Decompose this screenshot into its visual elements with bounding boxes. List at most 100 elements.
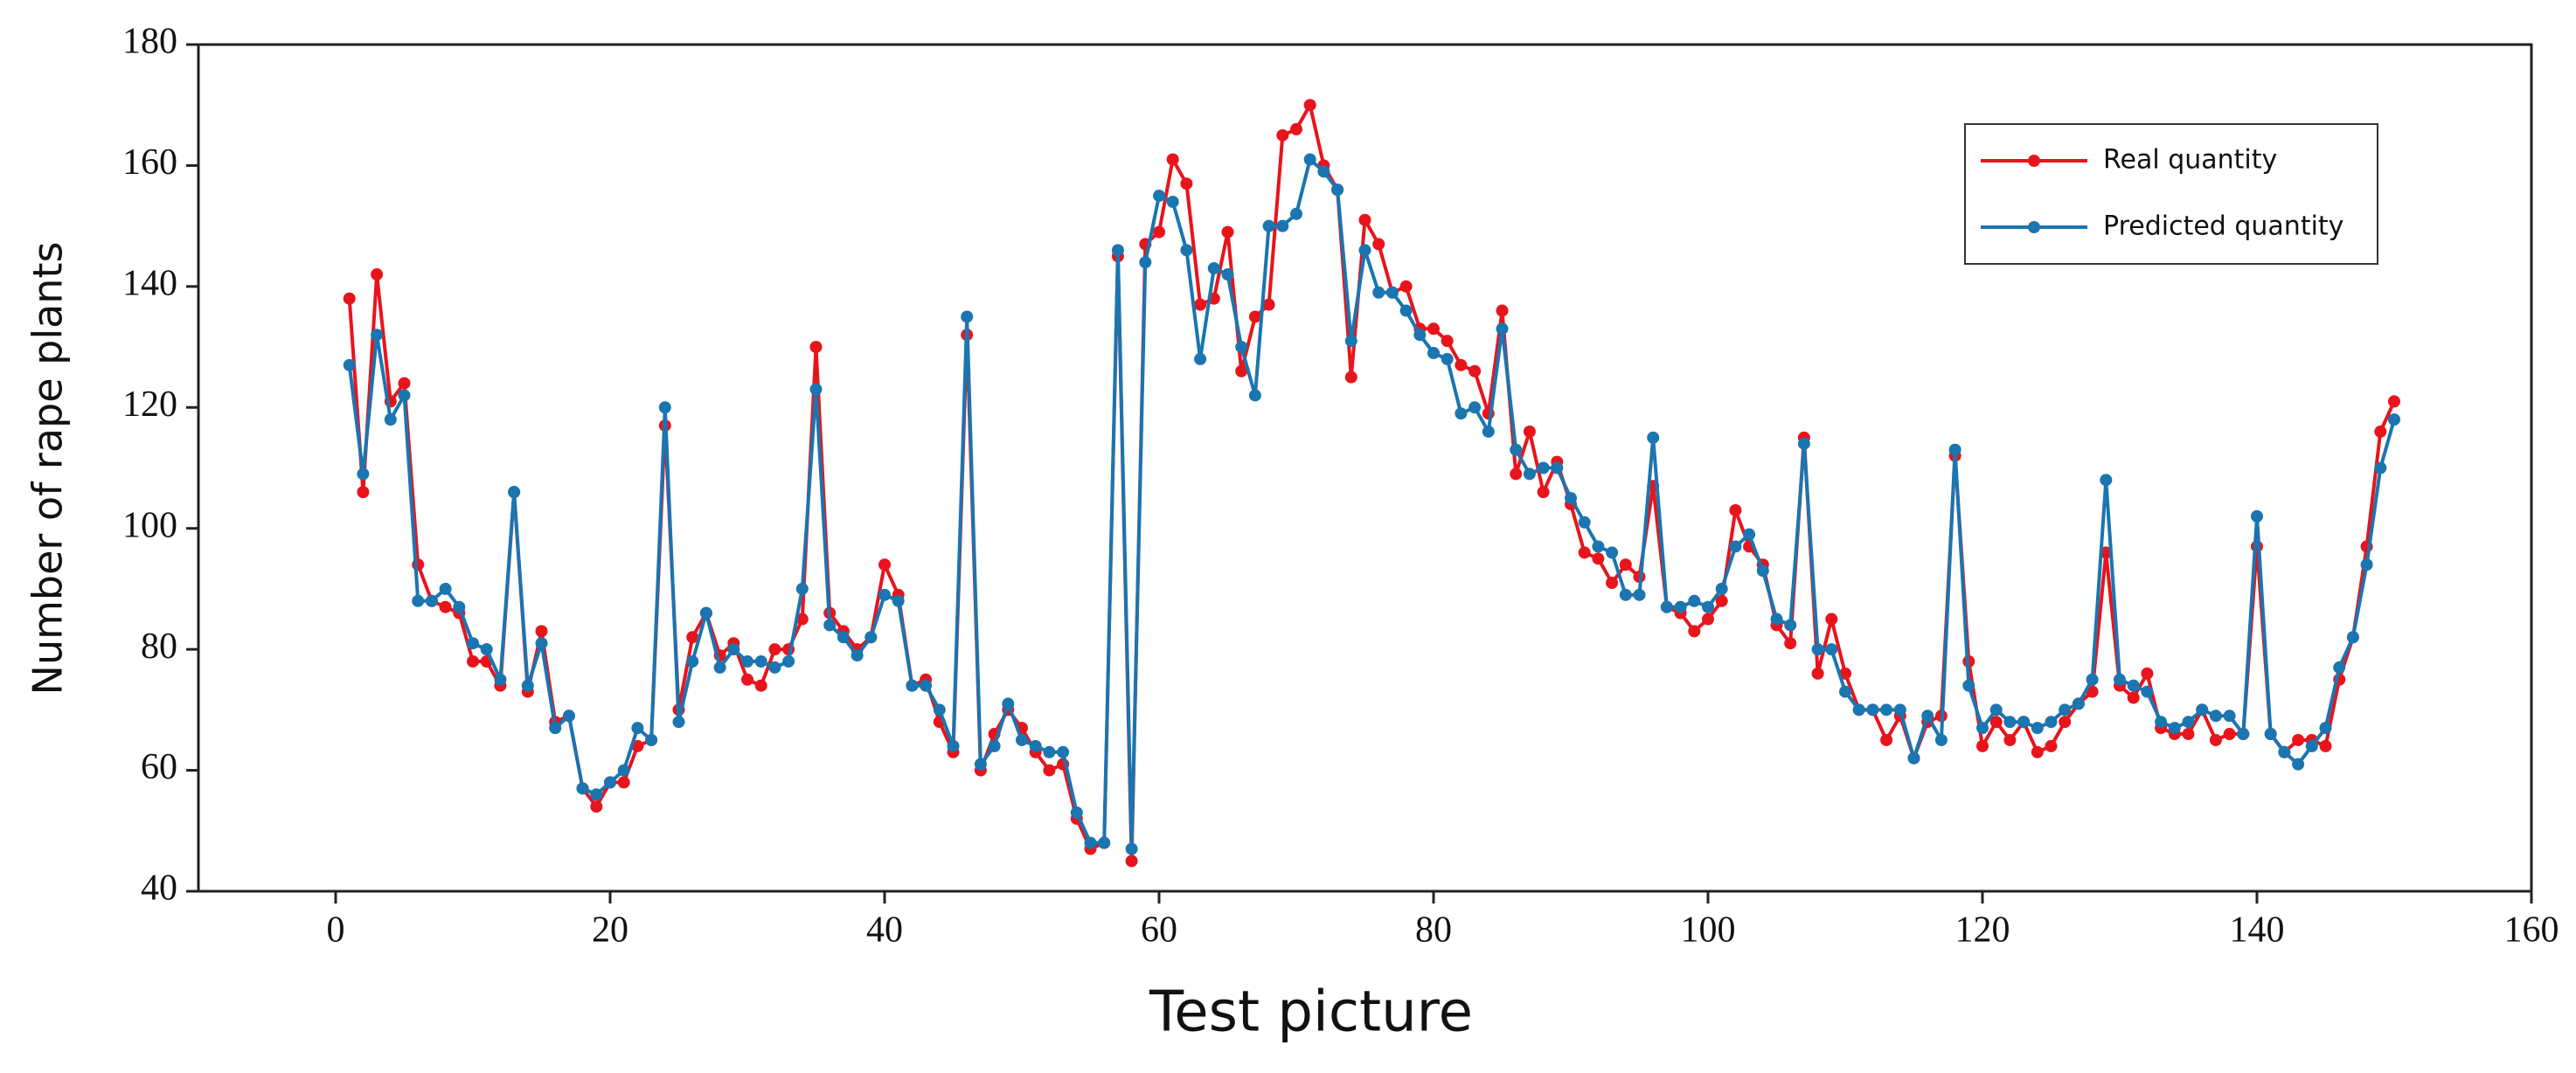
data-point xyxy=(1578,516,1591,529)
data-point xyxy=(2209,710,2222,723)
data-point xyxy=(398,377,411,390)
data-point xyxy=(1743,528,1756,541)
data-point xyxy=(1358,213,1371,226)
data-point xyxy=(1441,352,1454,365)
data-point xyxy=(1290,122,1302,135)
data-point xyxy=(851,649,864,662)
data-point xyxy=(1194,352,1207,365)
data-point xyxy=(1235,364,1248,377)
legend-marker xyxy=(2028,155,2040,167)
data-point xyxy=(1427,322,1440,336)
data-point xyxy=(1647,431,1660,444)
y-tick-label: 180 xyxy=(122,22,177,62)
data-point xyxy=(1811,667,1824,680)
data-point xyxy=(1125,842,1138,855)
data-point xyxy=(535,625,548,638)
data-point xyxy=(535,637,548,650)
data-point xyxy=(2003,733,2017,746)
data-point xyxy=(1043,764,1056,777)
data-point xyxy=(1207,262,1220,275)
data-point xyxy=(2155,716,2168,729)
data-point xyxy=(727,643,740,656)
data-point xyxy=(576,782,589,795)
y-tick-label: 120 xyxy=(122,384,177,425)
data-point xyxy=(1166,195,1179,208)
data-point xyxy=(439,582,452,595)
data-point xyxy=(494,673,507,686)
y-tick-label: 140 xyxy=(122,263,177,303)
data-point xyxy=(1344,370,1357,384)
data-point xyxy=(1606,546,1619,559)
data-point xyxy=(1221,225,1234,239)
y-tick-label: 100 xyxy=(122,505,177,545)
data-point xyxy=(1496,322,1509,336)
y-tick-label: 40 xyxy=(141,869,177,909)
data-point xyxy=(2319,739,2332,752)
x-tick-label: 160 xyxy=(2504,910,2559,951)
data-point xyxy=(2388,395,2400,408)
data-point xyxy=(988,739,1001,752)
data-point xyxy=(672,716,685,729)
data-point xyxy=(1510,443,1523,456)
data-point xyxy=(837,631,850,644)
data-point xyxy=(2072,697,2085,710)
data-point xyxy=(1962,679,1975,692)
data-point xyxy=(1070,806,1083,820)
data-point xyxy=(1385,286,1399,299)
data-point xyxy=(1469,401,1482,414)
data-point xyxy=(947,739,960,752)
data-point xyxy=(2237,728,2250,741)
y-axis-label: Number of rape plants xyxy=(24,242,72,696)
data-point xyxy=(1098,836,1111,849)
x-tick-label: 120 xyxy=(1955,910,2010,951)
data-point xyxy=(549,722,562,735)
data-point xyxy=(1688,594,1701,607)
data-point xyxy=(1235,341,1248,354)
data-point xyxy=(1797,437,1810,450)
data-point xyxy=(1455,358,1468,371)
data-point xyxy=(2292,733,2305,746)
data-point xyxy=(2223,728,2236,741)
data-point xyxy=(1619,558,1632,571)
data-point xyxy=(371,329,384,342)
data-point xyxy=(1111,244,1124,257)
data-point xyxy=(1702,613,1714,626)
data-point xyxy=(2114,673,2126,686)
data-point xyxy=(878,558,891,571)
data-point xyxy=(1921,710,1934,723)
data-point xyxy=(933,703,946,716)
data-point xyxy=(2374,461,2387,474)
data-point xyxy=(2374,425,2387,438)
y-tick-label: 160 xyxy=(122,142,177,183)
data-point xyxy=(1578,546,1591,559)
data-point xyxy=(1537,486,1550,499)
data-point xyxy=(1372,286,1385,299)
data-point xyxy=(1880,733,1893,746)
x-tick-label: 100 xyxy=(1681,910,1736,951)
data-point xyxy=(2086,685,2099,698)
data-point xyxy=(1125,855,1138,868)
data-point xyxy=(398,389,411,402)
data-point xyxy=(1592,540,1605,553)
data-point xyxy=(604,776,616,789)
data-point xyxy=(1866,703,1879,716)
x-tick-label: 0 xyxy=(327,910,345,951)
data-point xyxy=(2127,691,2140,704)
data-point xyxy=(920,679,933,692)
data-point xyxy=(1153,190,1165,203)
data-point xyxy=(1784,619,1797,632)
data-point xyxy=(1399,280,1413,293)
data-point xyxy=(371,268,384,281)
data-point xyxy=(961,310,974,323)
data-point xyxy=(1262,298,1275,311)
data-point xyxy=(795,582,809,595)
data-point xyxy=(645,733,658,746)
data-point xyxy=(1660,600,1673,613)
data-point xyxy=(686,654,699,668)
data-point xyxy=(1331,183,1344,197)
data-point xyxy=(617,764,630,777)
x-tick-label: 140 xyxy=(2230,910,2285,951)
data-point xyxy=(699,606,712,620)
data-point xyxy=(2031,745,2044,758)
